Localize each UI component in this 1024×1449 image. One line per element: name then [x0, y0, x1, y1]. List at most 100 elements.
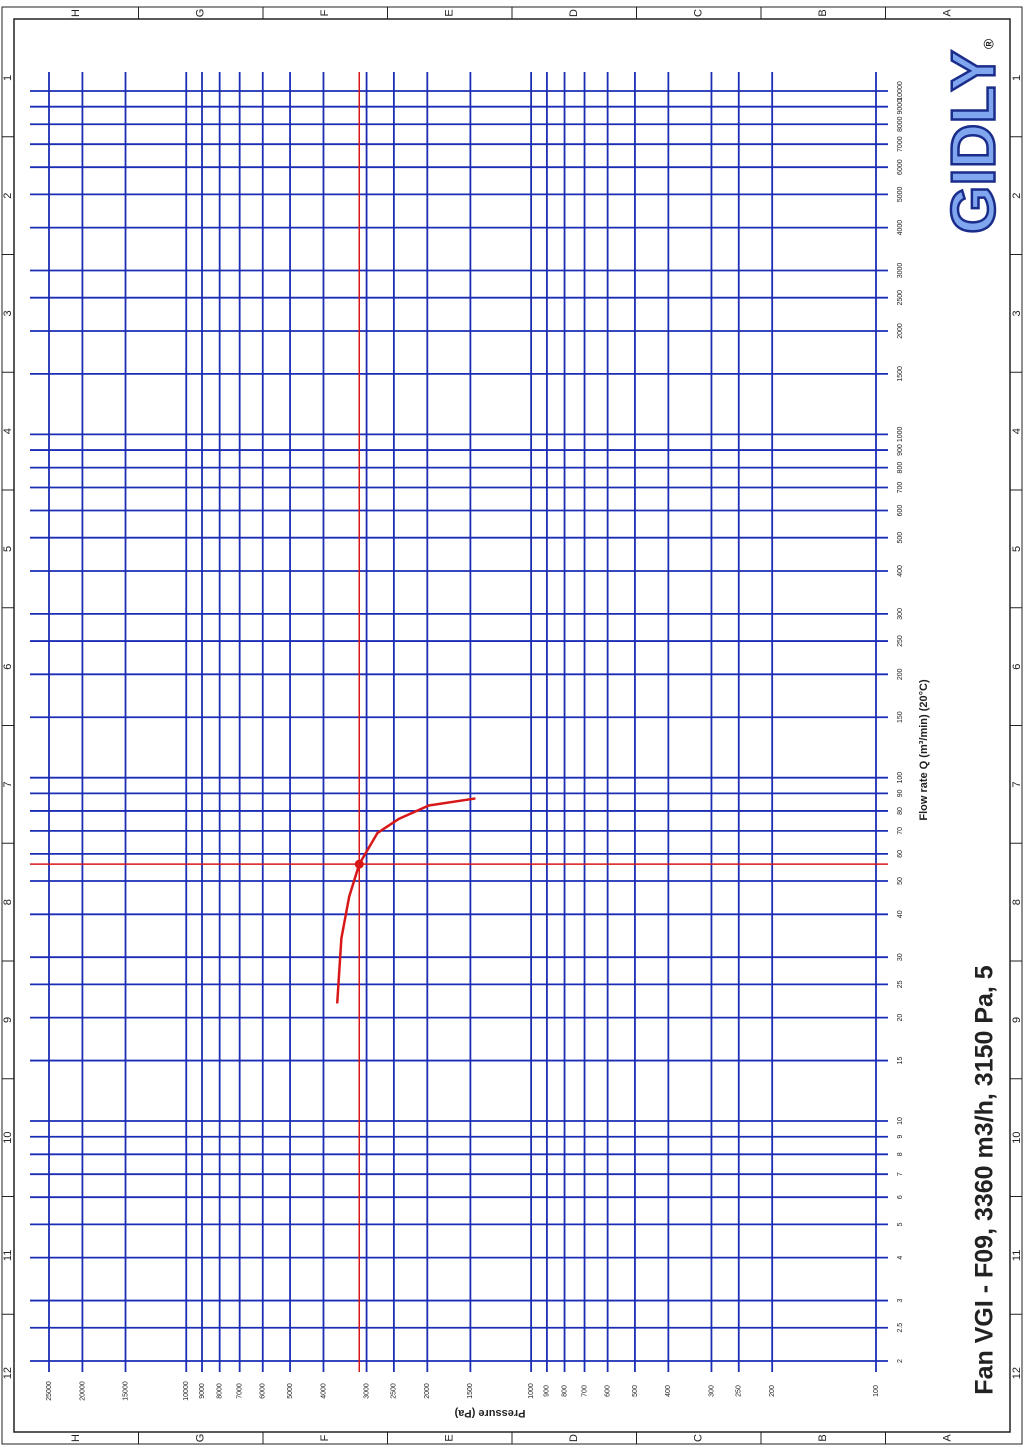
- frame-column-label: D: [568, 1434, 580, 1442]
- y-tick-label: 8000: [897, 116, 904, 132]
- x-tick-label: 20000: [79, 1381, 86, 1401]
- frame-column-label: D: [568, 9, 580, 17]
- x-tick-label: 900: [544, 1385, 551, 1397]
- operating-point: [354, 859, 364, 869]
- frame-column-label: A: [942, 9, 954, 17]
- x-tick-label: 600: [604, 1385, 611, 1397]
- frame-column-label: G: [195, 9, 207, 18]
- x-tick-label: 10000: [183, 1381, 190, 1401]
- y-tick-label: 5000: [897, 186, 904, 202]
- frame-row-label: 10: [2, 1132, 14, 1144]
- y-tick-label: 15: [897, 1057, 904, 1065]
- y-tick-label: 7000: [897, 136, 904, 152]
- frame-row-label: 11: [1011, 1250, 1023, 1261]
- y-tick-label: 2000: [897, 323, 904, 339]
- x-tick-label: 1500: [467, 1383, 474, 1399]
- frame-row-label: 4: [2, 428, 14, 434]
- x-tick-label: 1000: [528, 1383, 535, 1399]
- frame-column-label: A: [942, 1434, 954, 1442]
- x-tick-label: 4000: [320, 1383, 327, 1399]
- x-tick-label: 300: [708, 1385, 715, 1397]
- y-axis-label: Flow rate Q (m³/min) (20°C): [918, 679, 930, 821]
- frame-row-label: 8: [2, 899, 14, 905]
- frame-row-label: 11: [2, 1250, 14, 1261]
- frame-row-label: 6: [1011, 664, 1023, 670]
- y-tick-label: 4: [897, 1256, 904, 1260]
- frame-column-label: F: [319, 1434, 331, 1441]
- x-tick-label: 400: [665, 1385, 672, 1397]
- x-tick-label: 250: [736, 1385, 743, 1397]
- frame-column-label: G: [195, 1434, 207, 1443]
- frame-row-label: 4: [1011, 428, 1023, 434]
- y-tick-label: 6: [897, 1195, 904, 1199]
- y-tick-label: 20: [897, 1014, 904, 1022]
- frame-row-label: 2: [2, 193, 14, 199]
- y-tick-label: 300: [897, 608, 904, 620]
- y-tick-label: 100: [897, 772, 904, 784]
- y-tick-label: 900: [897, 444, 904, 456]
- x-axis-label: Pressure (Pa): [454, 1407, 525, 1419]
- frame-row-label: 2: [1011, 193, 1023, 199]
- x-tick-label: 25000: [46, 1381, 53, 1401]
- x-tick-label: 9000: [199, 1383, 206, 1399]
- frame-row-label: 1: [1011, 75, 1023, 81]
- y-tick-label: 700: [897, 482, 904, 494]
- x-tick-label: 2500: [391, 1383, 398, 1399]
- frame-column-label: E: [444, 1434, 456, 1441]
- frame-row-label: 5: [1011, 546, 1023, 552]
- x-tick-label: 8000: [217, 1383, 224, 1399]
- y-tick-label: 800: [897, 462, 904, 474]
- y-tick-label: 3000: [897, 263, 904, 279]
- frame-row-label: 7: [2, 781, 14, 787]
- frame-row-label: 9: [1011, 1017, 1023, 1023]
- y-tick-label: 80: [897, 807, 904, 815]
- y-tick-label: 25: [897, 980, 904, 988]
- logo: GIDLY: [939, 50, 1008, 234]
- x-tick-label: 500: [632, 1385, 639, 1397]
- y-tick-label: 40: [897, 910, 904, 918]
- frame-column-label: H: [70, 1434, 82, 1442]
- y-tick-label: 2: [897, 1359, 904, 1363]
- y-tick-label: 2.5: [897, 1323, 904, 1333]
- frame-column-label: E: [444, 9, 456, 16]
- x-tick-label: 700: [581, 1385, 588, 1397]
- x-tick-label: 6000: [260, 1383, 267, 1399]
- frame-column-label: H: [70, 9, 82, 17]
- y-tick-label: 60: [897, 850, 904, 858]
- frame-row-label: 10: [1011, 1132, 1023, 1144]
- x-tick-label: 100: [873, 1385, 880, 1397]
- y-tick-label: 2500: [897, 290, 904, 306]
- y-tick-label: 90: [897, 789, 904, 797]
- frame-row-label: 5: [2, 546, 14, 552]
- y-tick-label: 10: [897, 1117, 904, 1125]
- y-tick-label: 4000: [897, 220, 904, 236]
- frame-row-label: 6: [2, 664, 14, 670]
- x-tick-label: 15000: [122, 1381, 129, 1401]
- y-tick-label: 1000: [897, 426, 904, 442]
- x-tick-label: 5000: [287, 1383, 294, 1399]
- frame-row-label: 3: [2, 310, 14, 316]
- x-tick-label: 2000: [424, 1383, 431, 1399]
- x-tick-label: 200: [769, 1385, 776, 1397]
- y-tick-label: 250: [897, 635, 904, 647]
- frame-row-label: 12: [1011, 1367, 1023, 1379]
- y-tick-label: 400: [897, 565, 904, 577]
- frame-row-label: 3: [1011, 310, 1023, 316]
- y-tick-label: 70: [897, 827, 904, 835]
- frame-row-label: 7: [1011, 781, 1023, 787]
- y-tick-label: 8: [897, 1152, 904, 1156]
- x-tick-label: 3000: [363, 1383, 370, 1399]
- y-tick-label: 500: [897, 532, 904, 544]
- fan-curve: [335, 797, 476, 1004]
- y-tick-label: 5: [897, 1222, 904, 1226]
- x-tick-label: 800: [561, 1385, 568, 1397]
- y-tick-label: 6000: [897, 159, 904, 175]
- y-tick-label: 9000: [897, 99, 904, 115]
- y-tick-label: 50: [897, 877, 904, 885]
- y-tick-label: 600: [897, 505, 904, 517]
- y-tick-label: 3: [897, 1298, 904, 1302]
- y-tick-label: 10000: [897, 81, 904, 101]
- y-tick-label: 9: [897, 1135, 904, 1139]
- frame-row-label: 8: [1011, 899, 1023, 905]
